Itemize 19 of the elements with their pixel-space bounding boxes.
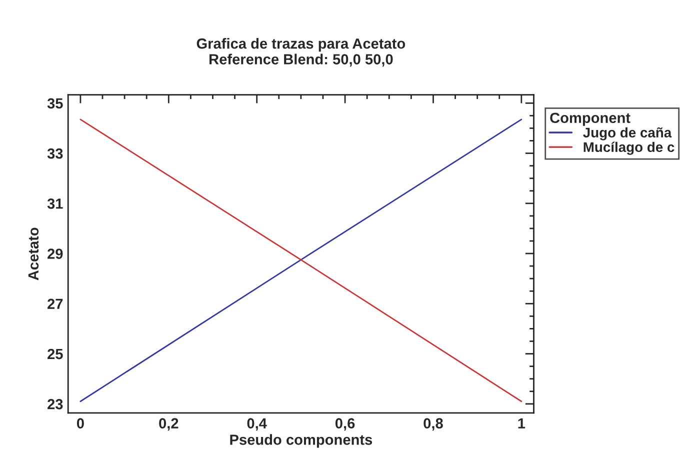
y-tick-label: 23 <box>48 399 63 410</box>
x-tick-label: 0,6 <box>335 418 355 431</box>
y-tick-label: 29 <box>48 248 63 259</box>
x-axis-title: Pseudo components <box>230 434 372 448</box>
y-tick-label: 33 <box>47 148 63 159</box>
x-tick-label: 1 <box>518 418 526 428</box>
x-tick-label: 0,8 <box>424 418 443 431</box>
y-tick-label: 25 <box>48 348 63 360</box>
x-tick-label: 0 <box>76 418 84 428</box>
y-tick-label: 31 <box>47 198 63 209</box>
legend-label: Jugo de caña <box>583 127 672 140</box>
chart-title: Grafica de trazas para Acetato Reference Blend: 50,0 50,0 <box>196 38 406 67</box>
y-tick-label: 35 <box>47 98 63 109</box>
legend-label: Mucílago de c <box>584 142 674 155</box>
x-tick-label: 0,4 <box>247 418 267 431</box>
x-tick-label: 0,2 <box>159 418 178 431</box>
legend-title: Component <box>550 112 630 126</box>
y-tick-label: 27 <box>48 298 63 309</box>
y-axis-title: Acetato <box>28 228 39 280</box>
